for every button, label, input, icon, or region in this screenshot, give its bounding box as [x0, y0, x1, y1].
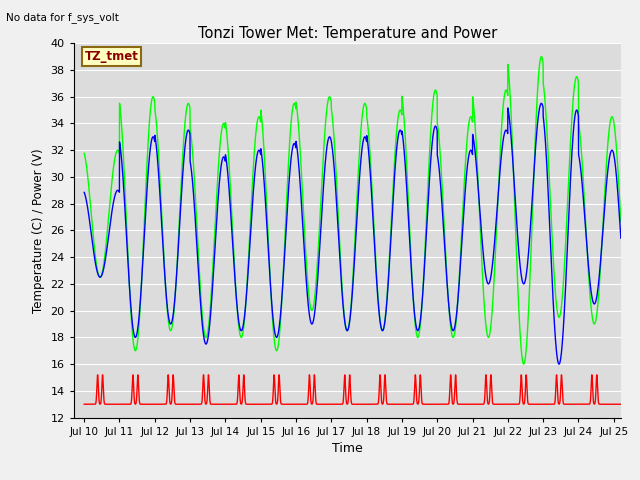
Y-axis label: Temperature (C) / Power (V): Temperature (C) / Power (V)	[32, 148, 45, 312]
Title: Tonzi Tower Met: Temperature and Power: Tonzi Tower Met: Temperature and Power	[198, 25, 497, 41]
Text: TZ_tmet: TZ_tmet	[84, 50, 138, 63]
X-axis label: Time: Time	[332, 442, 363, 455]
Text: No data for f_sys_volt: No data for f_sys_volt	[6, 12, 119, 23]
